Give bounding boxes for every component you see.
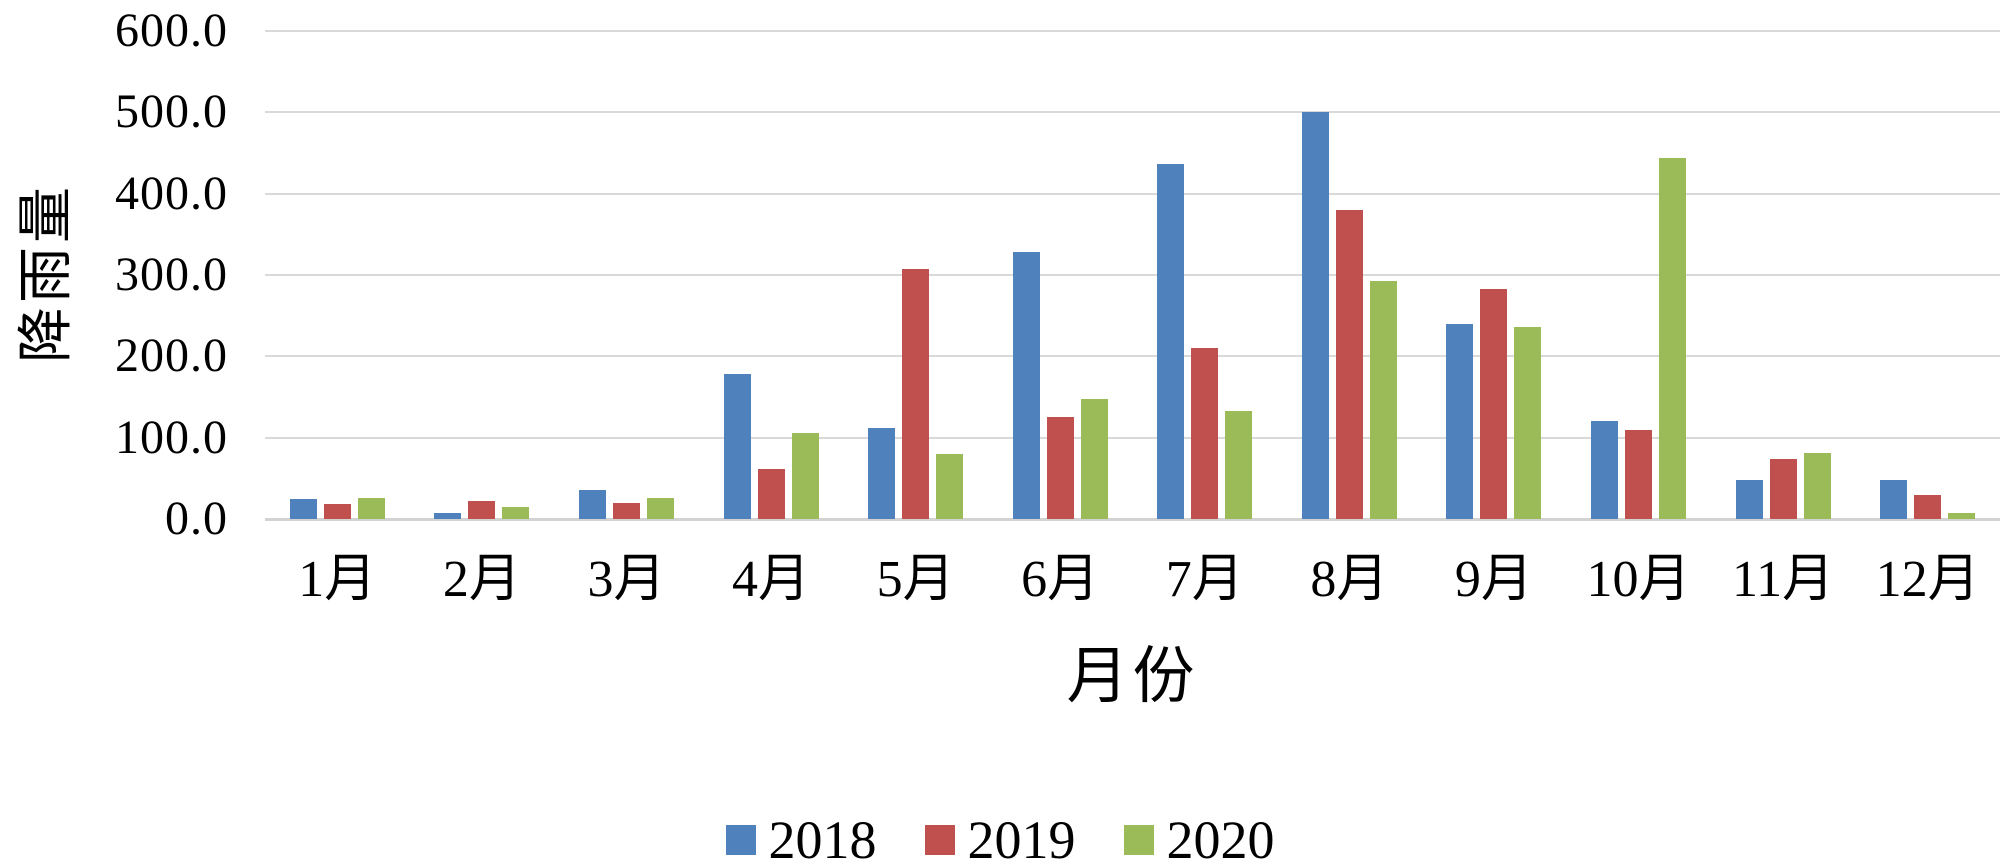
bar-group-12月	[1855, 31, 2000, 519]
legend-label: 2018	[768, 810, 877, 868]
legend: 2018 2019 2020	[0, 812, 2000, 868]
x-tick-label: 1月	[298, 551, 377, 608]
y-tick-label: 100.0	[115, 410, 228, 464]
bar-2019-9月	[1480, 288, 1508, 519]
gridline	[265, 274, 2000, 276]
bar-2020-2月	[502, 506, 530, 519]
y-tick-label: 200.0	[115, 329, 228, 383]
bar-group-8月	[1277, 31, 1422, 519]
x-tick-label: 7月	[1165, 551, 1244, 608]
legend-item-2018: 2018	[725, 810, 877, 868]
bar-2018-11月	[1735, 480, 1763, 519]
bar-2018-5月	[868, 427, 896, 519]
bar-2020-12月	[1948, 512, 1976, 519]
x-axis-title: 月份	[1066, 643, 1199, 711]
bar-2020-7月	[1225, 410, 1253, 519]
bar-2019-5月	[902, 268, 930, 519]
bar-group-11月	[1711, 31, 1856, 519]
y-tick-label: 400.0	[115, 166, 228, 220]
gridline	[265, 30, 2000, 32]
x-tick-label: 12月	[1875, 551, 1980, 608]
legend-swatch-icon	[725, 825, 756, 855]
gridline	[265, 518, 2000, 521]
bar-group-1月	[265, 31, 410, 519]
bar-2019-10月	[1624, 430, 1652, 519]
legend-item-2019: 2019	[924, 810, 1076, 868]
gridline	[265, 111, 2000, 114]
bar-2020-6月	[1080, 398, 1108, 519]
bar-group-5月	[843, 31, 988, 519]
bar-2018-9月	[1446, 323, 1474, 519]
bar-2020-4月	[791, 432, 819, 519]
x-tick-label: 10月	[1586, 551, 1691, 608]
legend-label: 2020	[1166, 810, 1275, 868]
x-tick-label: 6月	[1021, 551, 1100, 608]
y-tick-label: 0.0	[165, 492, 228, 545]
x-tick-label: 3月	[587, 551, 666, 608]
bar-2019-11月	[1769, 458, 1797, 519]
bar-2020-3月	[646, 497, 674, 519]
y-tick-label: 300.0	[115, 248, 228, 301]
bar-2020-1月	[357, 497, 385, 519]
bar-2019-6月	[1046, 416, 1074, 519]
x-tick-label: 5月	[876, 551, 955, 608]
x-tick-label: 4月	[732, 551, 811, 608]
legend-item-2020: 2020	[1123, 810, 1275, 868]
plot-area	[265, 30, 2000, 521]
x-tick-label: 2月	[442, 551, 521, 608]
bar-2018-6月	[1012, 252, 1040, 519]
bar-2019-12月	[1914, 494, 1942, 519]
bar-group-3月	[554, 31, 699, 519]
legend-swatch-icon	[924, 825, 955, 855]
bar-2019-2月	[468, 501, 496, 519]
bar-2018-3月	[578, 489, 606, 519]
bar-group-6月	[988, 31, 1133, 519]
x-tick-label: 11月	[1732, 551, 1835, 608]
bar-2018-1月	[289, 498, 317, 519]
bar-2020-11月	[1803, 453, 1831, 519]
bar-2020-5月	[936, 453, 964, 519]
bar-2018-12月	[1880, 480, 1908, 519]
x-tick-label: 9月	[1454, 551, 1533, 608]
bar-2020-10月	[1658, 157, 1686, 519]
bar-2020-9月	[1514, 327, 1542, 519]
x-axis-tick-labels: 1月 2月 3月 4月 5月 6月 7月 8月 9月 10月 11月 12月	[265, 548, 2000, 612]
bar-group-4月	[699, 31, 844, 519]
bar-2018-10月	[1590, 420, 1618, 519]
y-tick-label: 600.0	[115, 4, 228, 57]
legend-swatch-icon	[1123, 825, 1154, 855]
x-tick-label: 8月	[1310, 551, 1389, 608]
bar-2018-2月	[434, 512, 462, 519]
bar-2020-8月	[1369, 280, 1397, 519]
bar-group-10月	[1566, 31, 1711, 519]
bar-2019-3月	[612, 502, 640, 519]
bar-group-7月	[1132, 31, 1277, 519]
bar-2019-1月	[323, 504, 351, 519]
y-tick-label: 500.0	[115, 85, 228, 139]
bar-2018-7月	[1157, 163, 1185, 519]
bar-2019-7月	[1191, 348, 1219, 519]
legend-label: 2019	[967, 810, 1076, 868]
bar-2018-8月	[1301, 112, 1329, 519]
bar-2019-8月	[1335, 209, 1363, 519]
bar-group-9月	[1422, 31, 1567, 519]
bar-group-2月	[410, 31, 555, 519]
gridline	[265, 355, 2000, 358]
gridline	[265, 436, 2000, 439]
bar-groups	[265, 31, 2000, 519]
bar-2019-4月	[757, 468, 785, 519]
gridline	[265, 192, 2000, 195]
bar-2018-4月	[723, 374, 751, 519]
